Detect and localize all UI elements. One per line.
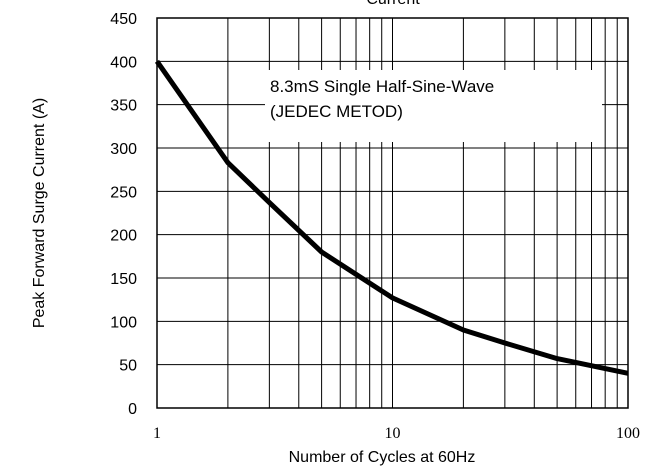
plot-frame [156, 17, 629, 409]
x-tick-label: 100 [616, 425, 640, 442]
x-tick-labels: 1 10 100 [153, 425, 640, 442]
annotation-box: 8.3mS Single Half-Sine-Wave (JEDEC METOD… [265, 70, 602, 142]
y-tick-label: 100 [110, 314, 137, 331]
x-tick-label: 1 [153, 425, 161, 442]
chart-title: Current [366, 0, 420, 8]
x-axis-label: Number of Cycles at 60Hz [289, 449, 476, 466]
y-tick-label: 50 [119, 358, 137, 375]
x-tick-label: 10 [385, 425, 401, 442]
y-tick-labels: 0 50 100 150 200 250 300 350 400 450 [110, 11, 137, 418]
y-tick-label: 350 [110, 98, 137, 115]
annotation-background [265, 70, 602, 142]
y-tick-label: 400 [110, 54, 137, 71]
y-tick-label: 450 [110, 11, 137, 28]
annotation-line-1: 8.3mS Single Half-Sine-Wave [270, 77, 494, 96]
y-tick-label: 150 [110, 271, 137, 288]
y-tick-label: 250 [110, 184, 137, 201]
y-tick-label: 0 [128, 401, 137, 418]
series-line [154, 59, 629, 376]
annotation-line-2: (JEDEC METOD) [270, 102, 403, 121]
y-tick-label: 300 [110, 141, 137, 158]
y-axis-label: Peak Forward Surge Current (A) [31, 98, 48, 328]
y-tick-label: 200 [110, 228, 137, 245]
series-layer [154, 59, 629, 376]
